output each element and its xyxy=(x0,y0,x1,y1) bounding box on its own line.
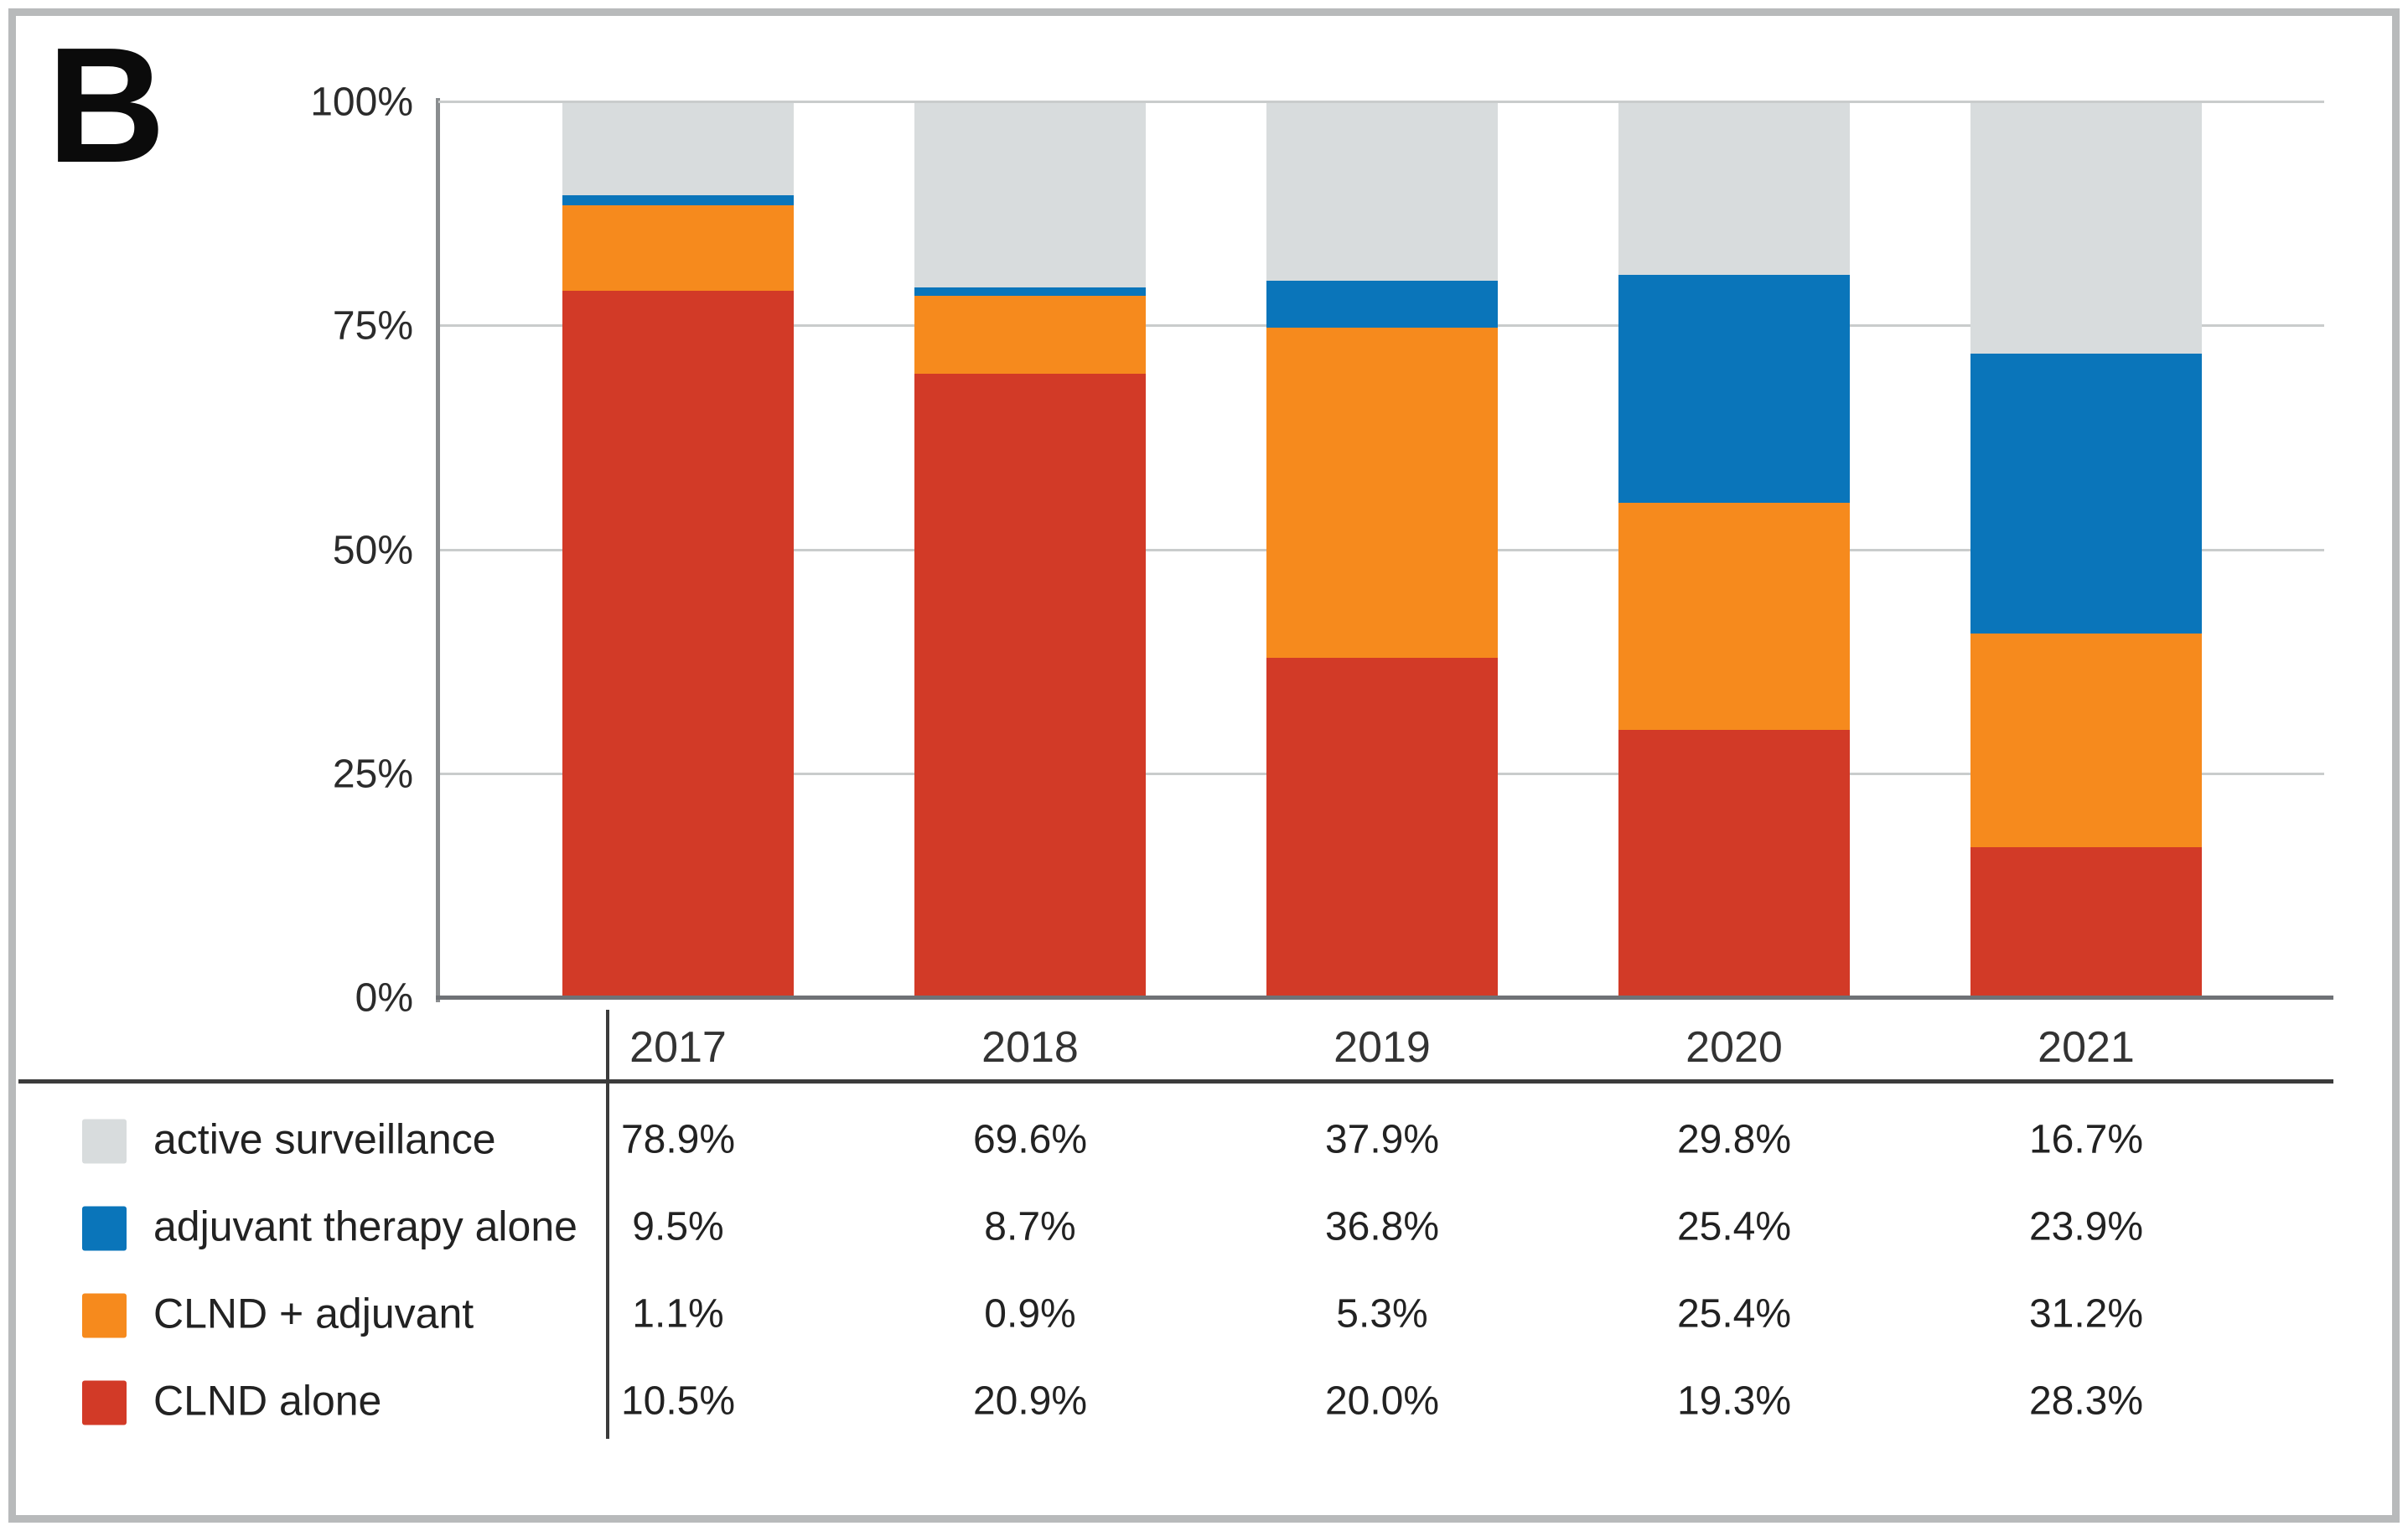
table-value-active-surveillance-2019: 37.9% xyxy=(1324,1117,1440,1162)
column-header-2018: 2018 xyxy=(981,1023,1079,1072)
legend-swatch-adjuvant-therapy-alone xyxy=(82,1206,127,1251)
table-value-adjuvant-therapy-alone-2019: 36.8% xyxy=(1324,1204,1440,1249)
y-axis-line xyxy=(436,98,440,1002)
column-header-2021: 2021 xyxy=(2038,1023,2135,1072)
bar-segment-2021-clnd-adjuvant xyxy=(1970,354,2202,634)
table-value-clnd-adjuvant-2017: 1.1% xyxy=(632,1291,724,1337)
column-header-2020: 2020 xyxy=(1686,1023,1783,1072)
y-tick-label-75: 75% xyxy=(332,303,413,349)
bar-2018 xyxy=(914,100,1146,997)
y-tick-label-50: 50% xyxy=(332,528,413,572)
bar-segment-2017-active-surveillance xyxy=(562,290,794,997)
table-header-rule xyxy=(18,1079,2333,1084)
table-value-adjuvant-therapy-alone-2017: 9.5% xyxy=(632,1204,724,1249)
gridline-100 xyxy=(438,101,2324,103)
table-value-clnd-adjuvant-2019: 5.3% xyxy=(1336,1291,1428,1337)
table-value-clnd-alone-2017: 10.5% xyxy=(620,1378,736,1424)
y-tick-label-100: 100% xyxy=(310,80,413,125)
table-value-clnd-adjuvant-2020: 25.4% xyxy=(1676,1291,1792,1337)
column-header-2017: 2017 xyxy=(629,1023,727,1072)
bar-segment-2020-clnd-adjuvant xyxy=(1618,275,1850,503)
table-value-active-surveillance-2017: 78.9% xyxy=(620,1117,736,1162)
table-vertical-separator xyxy=(606,1010,609,1439)
panel-letter-label: B xyxy=(47,13,166,197)
bar-segment-2021-clnd-alone xyxy=(1970,100,2202,354)
table-value-clnd-alone-2019: 20.0% xyxy=(1324,1378,1440,1424)
bar-2021 xyxy=(1970,100,2202,997)
bar-segment-2021-active-surveillance xyxy=(1970,847,2202,997)
legend-swatch-clnd-alone xyxy=(82,1380,127,1425)
legend-label-clnd-alone: CLND alone xyxy=(153,1377,382,1425)
bar-segment-2020-active-surveillance xyxy=(1618,730,1850,997)
x-axis-baseline xyxy=(436,996,2333,1000)
table-value-adjuvant-therapy-alone-2020: 25.4% xyxy=(1676,1204,1792,1249)
bar-segment-2019-clnd-adjuvant xyxy=(1266,280,1498,328)
bar-segment-2020-clnd-alone xyxy=(1618,102,1850,276)
bar-segment-2017-clnd-alone xyxy=(562,101,794,196)
y-tick-label-25: 25% xyxy=(332,752,413,797)
table-value-clnd-adjuvant-2021: 31.2% xyxy=(2028,1291,2144,1337)
legend-label-active-surveillance: active surveillance xyxy=(153,1115,496,1163)
table-value-clnd-adjuvant-2018: 0.9% xyxy=(984,1291,1076,1337)
table-value-clnd-alone-2021: 28.3% xyxy=(2028,1378,2144,1424)
table-value-adjuvant-therapy-alone-2021: 23.9% xyxy=(2028,1204,2144,1249)
legend-label-adjuvant-therapy-alone: adjuvant therapy alone xyxy=(153,1203,577,1250)
bar-2020 xyxy=(1618,101,1850,997)
table-value-active-surveillance-2021: 16.7% xyxy=(2028,1117,2144,1162)
bar-segment-2019-active-surveillance xyxy=(1266,657,1498,997)
y-tick-label-0: 0% xyxy=(355,975,413,1021)
table-value-clnd-alone-2020: 19.3% xyxy=(1676,1378,1792,1424)
bar-segment-2020-adjuvant-therapy-alone xyxy=(1618,502,1850,731)
bar-segment-2019-adjuvant-therapy-alone xyxy=(1266,328,1498,658)
bar-segment-2018-active-surveillance xyxy=(914,373,1146,997)
bar-segment-2017-clnd-adjuvant xyxy=(562,195,794,205)
legend-label-clnd-adjuvant: CLND + adjuvant xyxy=(153,1290,474,1337)
bar-segment-2017-adjuvant-therapy-alone xyxy=(562,205,794,291)
bar-segment-2018-clnd-alone xyxy=(914,100,1146,288)
bar-segment-2021-adjuvant-therapy-alone xyxy=(1970,634,2202,848)
legend-swatch-clnd-adjuvant xyxy=(82,1293,127,1338)
table-value-active-surveillance-2018: 69.6% xyxy=(972,1117,1088,1162)
table-value-active-surveillance-2020: 29.8% xyxy=(1676,1117,1792,1162)
legend-swatch-active-surveillance xyxy=(82,1119,127,1164)
bar-segment-2018-clnd-adjuvant xyxy=(914,287,1146,296)
table-value-adjuvant-therapy-alone-2018: 8.7% xyxy=(984,1204,1076,1249)
bar-2017 xyxy=(562,101,794,997)
bar-segment-2019-clnd-alone xyxy=(1266,101,1498,281)
column-header-2019: 2019 xyxy=(1333,1023,1431,1072)
bar-segment-2018-adjuvant-therapy-alone xyxy=(914,295,1146,374)
table-value-clnd-alone-2018: 20.9% xyxy=(972,1378,1088,1424)
bar-2019 xyxy=(1266,101,1498,997)
